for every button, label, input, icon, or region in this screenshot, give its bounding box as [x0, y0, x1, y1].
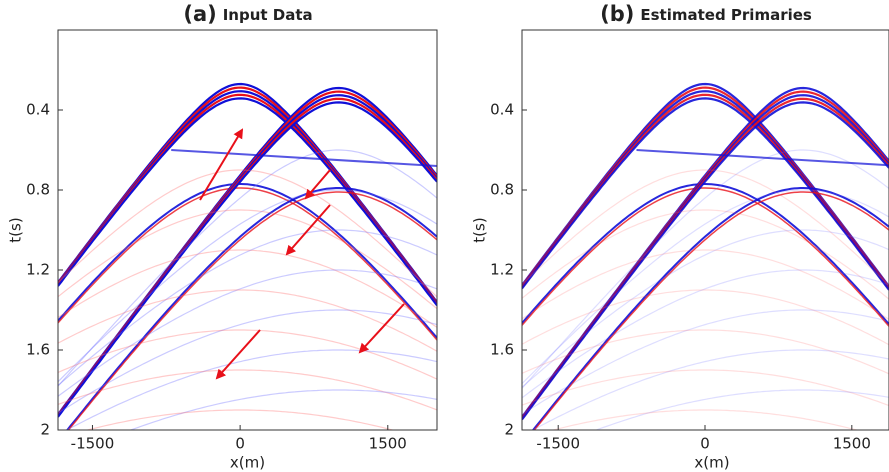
arrow: [304, 169, 331, 200]
event: [522, 149, 889, 389]
panel: 0.4 0.8 1.2 1.6 2 -1500 0 1500 (a) Input Data x(m)…: [7, 2, 438, 472]
x-tick-label: 1500: [369, 435, 407, 453]
event: [58, 97, 437, 306]
event: [522, 209, 889, 300]
event: [58, 229, 437, 386]
x-axis-label: x(m): [230, 454, 265, 472]
event: [522, 97, 889, 420]
event: [171, 149, 437, 167]
event: [58, 169, 437, 298]
y-tick-label: 1.2: [26, 261, 50, 279]
event: [58, 90, 437, 416]
event: [522, 86, 889, 418]
x-tick-label: -1500: [536, 435, 580, 453]
x-axis-label: x(m): [694, 454, 729, 472]
event: [522, 187, 889, 327]
event: [58, 309, 437, 414]
event: [67, 191, 437, 430]
arrow: [215, 329, 261, 380]
y-tick-label: 0.4: [26, 101, 50, 119]
event: [58, 149, 437, 387]
event: [58, 101, 437, 418]
event: [58, 269, 437, 397]
event: [531, 349, 889, 430]
event: [58, 249, 437, 328]
plot-frame: [57, 29, 438, 431]
event: [58, 187, 437, 341]
arrow: [199, 128, 244, 201]
seismic-image: [58, 82, 437, 430]
panel-title: (b) Estimated Primaries: [600, 2, 812, 26]
event: [58, 369, 437, 411]
event: [594, 389, 889, 430]
title: Input Data: [223, 6, 313, 24]
event: [65, 187, 437, 430]
arrow: [358, 303, 405, 354]
event: [65, 349, 437, 430]
event: [58, 183, 437, 339]
event: [636, 149, 889, 167]
event: [58, 289, 437, 352]
event: [58, 209, 437, 310]
x-tick-label: 0: [235, 435, 245, 453]
x-tick-label: -1500: [71, 435, 115, 453]
event: [522, 329, 889, 375]
event: [522, 101, 889, 421]
event: [550, 409, 859, 430]
event: [522, 97, 889, 291]
event: [129, 389, 437, 430]
panel-title: (a) Input Data: [183, 2, 312, 26]
event: [58, 189, 437, 383]
y-tick-label: 2: [504, 421, 514, 439]
event: [522, 229, 889, 388]
y-axis-label: t(s): [471, 217, 489, 242]
event: [58, 329, 437, 380]
event: [522, 189, 889, 385]
event: [531, 187, 889, 430]
y-tick-label: 2: [40, 421, 50, 439]
panel: 0.4 0.8 1.2 1.6 2 -1500 0 1500 (b) Estimated Prim…: [471, 2, 889, 472]
seismic-image: [522, 82, 889, 430]
event: [522, 309, 889, 415]
arrow: [285, 204, 331, 256]
x-tick-label: 1500: [833, 435, 871, 453]
y-tick-label: 0.8: [490, 181, 514, 199]
y-tick-label: 1.2: [490, 261, 514, 279]
y-tick-label: 0.8: [26, 181, 50, 199]
y-tick-label: 0.4: [490, 101, 514, 119]
event: [522, 93, 889, 290]
panel-label: (a): [183, 2, 216, 26]
event: [522, 269, 889, 399]
y-tick-label: 1.6: [26, 341, 50, 359]
event: [58, 97, 437, 417]
event: [522, 169, 889, 286]
event: [85, 409, 395, 430]
y-axis-label: t(s): [7, 217, 25, 242]
y-tick-label: 1.6: [490, 341, 514, 359]
title: Estimated Primaries: [640, 6, 812, 24]
event: [533, 191, 889, 430]
x-tick-label: 0: [700, 435, 710, 453]
event: [522, 369, 889, 407]
event: [522, 249, 889, 320]
panel-label: (b): [600, 2, 634, 26]
event: [522, 289, 889, 346]
event: [522, 183, 889, 325]
